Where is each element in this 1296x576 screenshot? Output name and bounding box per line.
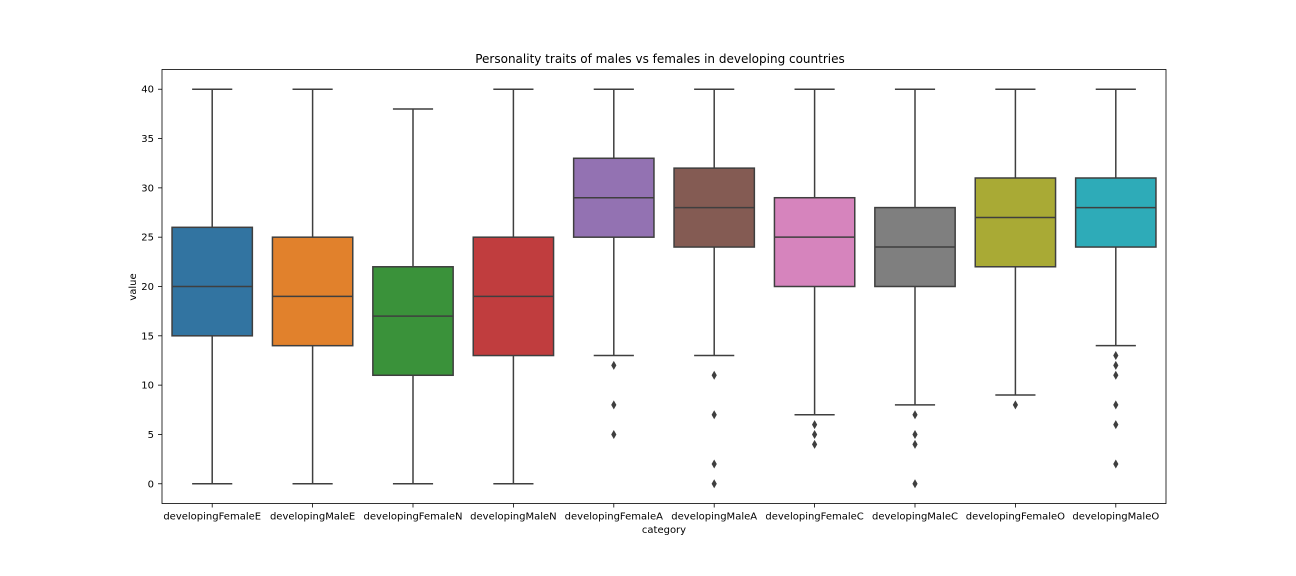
x-tick-label: developingMaleA: [671, 512, 757, 523]
box-developingFemaleO: [974, 88, 1057, 410]
outlier-point: [711, 370, 717, 380]
outlier-point: [912, 429, 918, 439]
x-tick-label: developingFemaleO: [966, 512, 1065, 523]
outlier-point: [611, 400, 617, 410]
y-tick-label: 0: [148, 479, 154, 490]
x-tick-label: developingMaleC: [872, 512, 958, 523]
outlier-point: [1113, 420, 1119, 430]
y-tick-label: 25: [141, 233, 154, 244]
outlier-point: [611, 360, 617, 370]
outlier-point: [1113, 360, 1119, 370]
x-axis-label: category: [642, 525, 686, 536]
box-developingFemaleA: [572, 88, 655, 439]
x-tick-label: developingFemaleN: [364, 512, 463, 523]
y-tick-label: 35: [141, 134, 154, 145]
y-axis-label: value: [128, 273, 139, 300]
chart-title: Personality traits of males vs females i…: [475, 52, 845, 66]
y-axis: 0 5 10 15 20 25 30 35 40: [141, 85, 162, 490]
x-tick-label: developingMaleE: [270, 512, 355, 523]
box-developingMaleA: [673, 88, 756, 489]
y-tick-label: 30: [141, 183, 154, 194]
box-developingMaleO: [1074, 88, 1157, 469]
outlier-point: [711, 479, 717, 489]
box-body: [271, 236, 354, 347]
x-axis: developingFemaleE developingMaleE developi…: [163, 503, 1159, 523]
y-tick-label: 10: [141, 381, 154, 392]
outlier-point: [711, 459, 717, 469]
outlier-point: [1113, 370, 1119, 380]
outlier-point: [1012, 400, 1018, 410]
box-body: [773, 196, 856, 288]
outlier-point: [1113, 351, 1119, 361]
outlier-point: [812, 420, 818, 430]
outlier-point: [1113, 400, 1119, 410]
x-tick-label: developingMaleN: [470, 512, 556, 523]
outlier-point: [812, 429, 818, 439]
x-tick-label: developingMaleO: [1072, 512, 1159, 523]
outlier-point: [1113, 459, 1119, 469]
y-tick-label: 40: [141, 85, 154, 96]
outlier-point: [611, 429, 617, 439]
box-body: [171, 226, 254, 337]
outlier-point: [912, 439, 918, 449]
box-body: [1074, 177, 1157, 248]
y-tick-label: 15: [141, 331, 154, 342]
box-developingMaleC: [874, 88, 956, 489]
x-tick-label: developingFemaleE: [163, 512, 261, 523]
box-developingMaleE: [271, 88, 354, 485]
y-tick-label: 5: [148, 430, 154, 441]
box-developingMaleN: [472, 88, 555, 485]
box-body: [372, 266, 454, 377]
outlier-point: [912, 479, 918, 489]
box-developingFemaleN: [372, 108, 454, 485]
x-tick-label: developingFemaleC: [765, 512, 863, 523]
box-developingFemaleC: [773, 88, 856, 449]
outlier-point: [912, 410, 918, 420]
box-developingFemaleE: [171, 88, 254, 485]
boxes-group: [171, 88, 1157, 489]
outlier-point: [812, 439, 818, 449]
x-tick-label: developingFemaleA: [565, 512, 663, 523]
outlier-point: [711, 410, 717, 420]
y-tick-label: 20: [141, 282, 154, 293]
box-body: [974, 177, 1057, 268]
